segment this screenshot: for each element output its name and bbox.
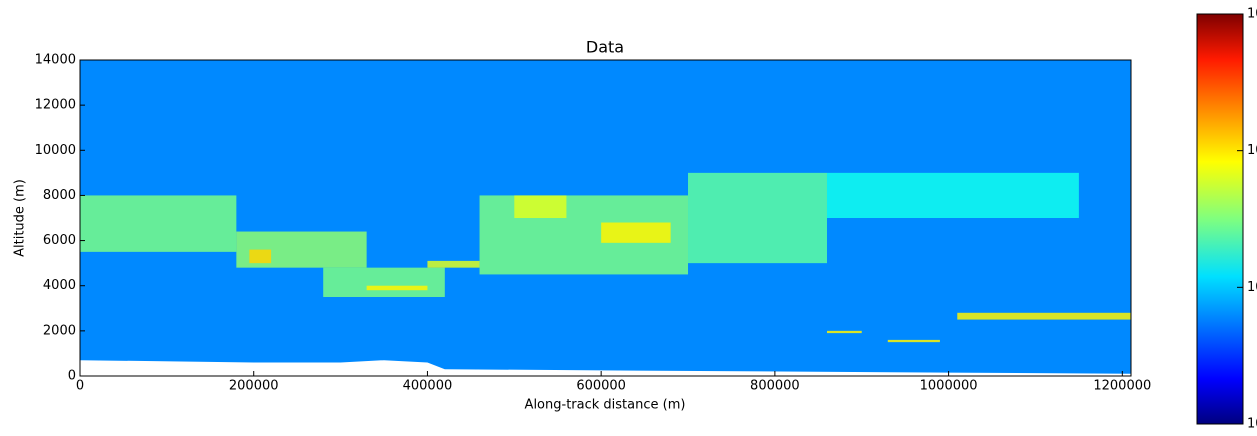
- data-region: [323, 267, 445, 297]
- y-tick-label: 10000: [35, 143, 76, 158]
- y-tick-label: 6000: [43, 233, 76, 248]
- x-tick-label: 0: [76, 379, 84, 394]
- plot-frame: [79, 59, 1132, 377]
- y-tick-label: 12000: [35, 98, 76, 113]
- data-region: [514, 195, 567, 218]
- y-tick-label: 0: [68, 369, 76, 384]
- x-tick-label: 1000000: [920, 379, 978, 394]
- data-region: [366, 285, 428, 291]
- x-axis-label: Along-track distance (m): [525, 398, 686, 413]
- data-region: [957, 312, 1131, 320]
- colorbar-tick-label: 10¹: [1247, 280, 1257, 295]
- plot-area: [80, 60, 1131, 376]
- data-region: [601, 222, 671, 243]
- x-tick-label: 600000: [576, 379, 626, 394]
- colorbar-tick-label: 10³: [1247, 7, 1257, 22]
- x-tick-label: 800000: [750, 379, 800, 394]
- colorbar: [1196, 13, 1244, 425]
- x-tick-label: 1200000: [1093, 379, 1151, 394]
- colorbar-tick-label: 10⁰: [1247, 417, 1257, 432]
- y-axis-label: Altitude (m): [13, 179, 28, 257]
- surface: [80, 360, 1131, 376]
- data-region: [826, 330, 862, 334]
- data-region: [80, 195, 237, 252]
- data-region: [427, 260, 480, 268]
- x-tick-label: 200000: [229, 379, 279, 394]
- y-tick-label: 2000: [43, 323, 76, 338]
- chart-title: Data: [586, 38, 624, 57]
- colorbar-tick-label: 10²: [1247, 143, 1257, 158]
- y-tick-label: 14000: [35, 53, 76, 68]
- data-region: [826, 172, 1079, 218]
- y-tick-label: 8000: [43, 188, 76, 203]
- y-tick-label: 4000: [43, 278, 76, 293]
- data-region: [249, 249, 272, 264]
- data-region: [688, 172, 827, 264]
- data-region: [887, 339, 940, 343]
- x-tick-label: 400000: [403, 379, 453, 394]
